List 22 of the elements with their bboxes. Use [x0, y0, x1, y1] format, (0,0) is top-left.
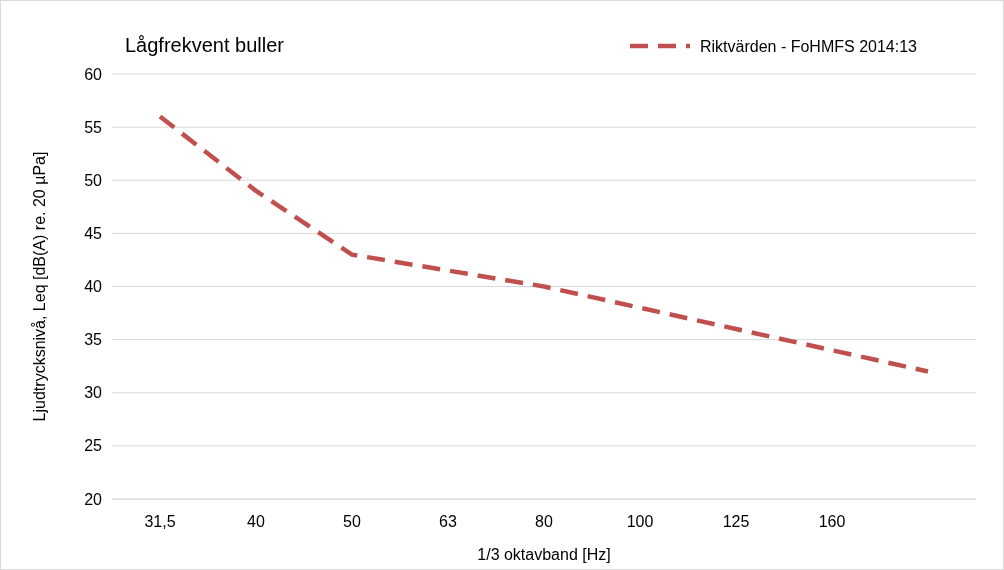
x-tick-label: 40: [247, 513, 265, 530]
x-tick-label: 31,5: [144, 513, 176, 530]
x-tick-label: 80: [535, 513, 553, 530]
x-tick-label: 160: [818, 513, 846, 530]
x-tick-label: 63: [439, 513, 457, 530]
line-series: [157, 114, 931, 374]
x-tick-label: 100: [626, 513, 654, 530]
chart-title: Lågfrekvent buller: [125, 34, 285, 56]
x-tick-label: 125: [722, 513, 750, 530]
y-tick-label: 55: [84, 118, 103, 136]
y-tick-label: 50: [84, 171, 103, 189]
y-tick-label: 60: [84, 65, 103, 83]
y-tick-label: 20: [84, 490, 103, 508]
y-tick-label: 30: [84, 384, 103, 402]
y-tick-label: 25: [84, 437, 103, 455]
y-axis-title: Ljudtrycksnivå, Leq [dB(A) re. 20 µPa]: [31, 151, 48, 422]
x-tick-label: 50: [343, 513, 361, 530]
y-tick-label: 40: [84, 278, 103, 296]
legend-label: Riktvärden - FoHMFS 2014:13: [700, 37, 918, 55]
x-axis-title: 1/3 oktavband [Hz]: [477, 546, 611, 563]
y-tick-label: 35: [84, 331, 103, 349]
y-tick-label: 45: [84, 224, 103, 242]
